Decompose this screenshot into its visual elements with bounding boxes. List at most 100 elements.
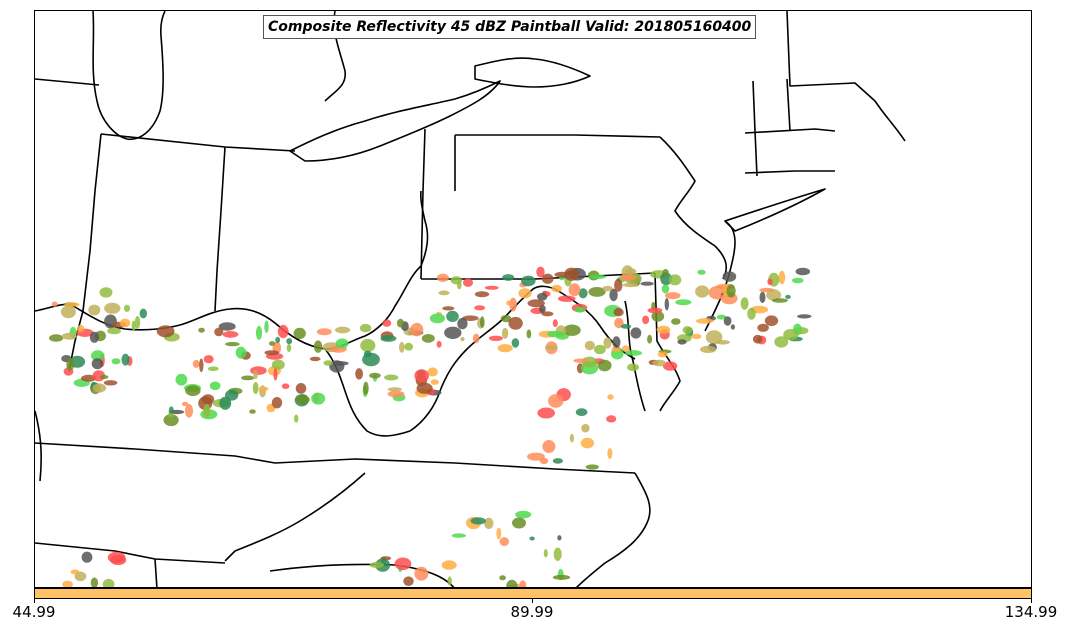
reflectivity-blob — [235, 346, 247, 359]
reflectivity-blob — [66, 358, 75, 371]
map-title: Composite Reflectivity 45 dBZ Paintball … — [268, 19, 752, 35]
reflectivity-blob — [102, 578, 115, 587]
reflectivity-blob — [139, 308, 147, 319]
reflectivity-blob — [722, 271, 737, 282]
reflectivity-blob — [61, 332, 77, 340]
reflectivity-blob — [665, 292, 681, 300]
reflectivity-blob — [436, 340, 442, 348]
reflectivity-blob — [360, 338, 376, 353]
reflectivity-blob — [76, 324, 85, 333]
reflectivity-blob — [611, 346, 621, 353]
reflectivity-blob — [323, 360, 333, 366]
reflectivity-blob — [778, 270, 786, 285]
reflectivity-blob — [764, 315, 779, 327]
reflectivity-blob — [664, 298, 669, 311]
reflectivity-blob — [362, 352, 380, 367]
reflectivity-blob — [295, 395, 310, 404]
reflectivity-blob — [677, 339, 687, 345]
reflectivity-blob — [387, 390, 405, 398]
reflectivity-blob — [181, 401, 189, 406]
reflectivity-blob — [771, 298, 788, 303]
reflectivity-blob — [88, 304, 101, 316]
reflectivity-blob — [131, 320, 136, 331]
reflectivity-blob — [222, 331, 239, 338]
reflectivity-blob — [92, 383, 107, 393]
reflectivity-blob — [647, 334, 653, 344]
reflectivity-blob — [275, 336, 281, 343]
reflectivity-blob — [91, 358, 104, 370]
reflectivity-blob — [382, 319, 392, 327]
reflectivity-blob — [606, 415, 617, 423]
reflectivity-blob — [512, 517, 526, 529]
reflectivity-blob — [313, 340, 323, 353]
reflectivity-blob — [624, 350, 643, 356]
reflectivity-blob — [766, 289, 782, 301]
reflectivity-blob — [519, 580, 527, 587]
reflectivity-blob — [568, 283, 581, 297]
reflectivity-blob — [716, 314, 727, 320]
reflectivity-blob — [484, 517, 494, 529]
reflectivity-blob — [384, 374, 399, 381]
reflectivity-blob — [107, 327, 121, 335]
reflectivity-blob — [547, 330, 565, 338]
reflectivity-blob — [499, 537, 509, 547]
reflectivity-blob — [575, 408, 588, 416]
colorbar-label-min: 44.99 — [12, 603, 56, 621]
reflectivity-blob — [656, 325, 671, 334]
reflectivity-blob — [795, 267, 811, 276]
reflectivity-blob — [647, 307, 663, 314]
reflectivity-blob — [585, 464, 599, 470]
reflectivity-blob — [671, 318, 681, 325]
mi-oh-border — [100, 133, 296, 152]
reflectivity-blob — [436, 273, 449, 282]
reflectivity-blob — [462, 315, 479, 322]
reflectivity-blob — [509, 297, 517, 312]
reflectivity-blob — [569, 433, 575, 443]
pa-north-border — [455, 134, 661, 138]
reflectivity-blob — [785, 294, 791, 299]
reflectivity-blob — [657, 351, 668, 358]
in-oh-border — [214, 146, 226, 312]
reflectivity-blob — [526, 329, 532, 339]
ky-tn-border — [35, 442, 276, 464]
reflectivity-blob — [797, 314, 812, 319]
reflectivity-blob — [620, 324, 632, 329]
reflectivity-blob — [81, 551, 93, 563]
reflectivity-blob — [539, 304, 546, 314]
reflectivity-blob — [594, 344, 606, 355]
reflectivity-blob — [64, 302, 80, 307]
il-in-border — [68, 133, 102, 372]
lake-erie-shore — [289, 80, 501, 162]
reflectivity-blob — [430, 379, 439, 385]
reflectivity-blob — [99, 287, 113, 298]
reflectivity-blob — [163, 414, 179, 427]
reflectivity-blob — [264, 350, 279, 356]
reflectivity-blob — [156, 325, 175, 338]
reflectivity-blob — [619, 274, 637, 281]
reflectivity-blob — [488, 335, 503, 341]
reflectivity-blob — [537, 292, 548, 301]
nc-coast — [575, 472, 651, 587]
reflectivity-blob — [588, 274, 607, 279]
reflectivity-blob — [250, 366, 267, 375]
reflectivity-blob — [564, 267, 579, 281]
reflectivity-blob — [660, 272, 672, 286]
reflectivity-blob — [450, 276, 462, 285]
reflectivity-blob — [219, 396, 232, 410]
reflectivity-blob — [123, 304, 131, 312]
reflectivity-blob — [225, 342, 240, 347]
vt-nh-border — [786, 78, 791, 132]
reflectivity-blob — [603, 337, 612, 349]
reflectivity-blob — [563, 324, 581, 336]
reflectivity-blob — [271, 397, 283, 409]
reflectivity-blob — [691, 333, 702, 339]
reflectivity-blob — [199, 358, 204, 373]
reflectivity-blob — [198, 327, 205, 333]
reflectivity-blob — [460, 336, 465, 342]
reflectivity-blob — [506, 579, 518, 587]
reflectivity-blob — [335, 338, 349, 349]
reflectivity-blob — [496, 527, 502, 540]
reflectivity-blob — [311, 392, 326, 405]
reflectivity-blob — [249, 409, 256, 414]
reflectivity-blob — [387, 387, 402, 392]
